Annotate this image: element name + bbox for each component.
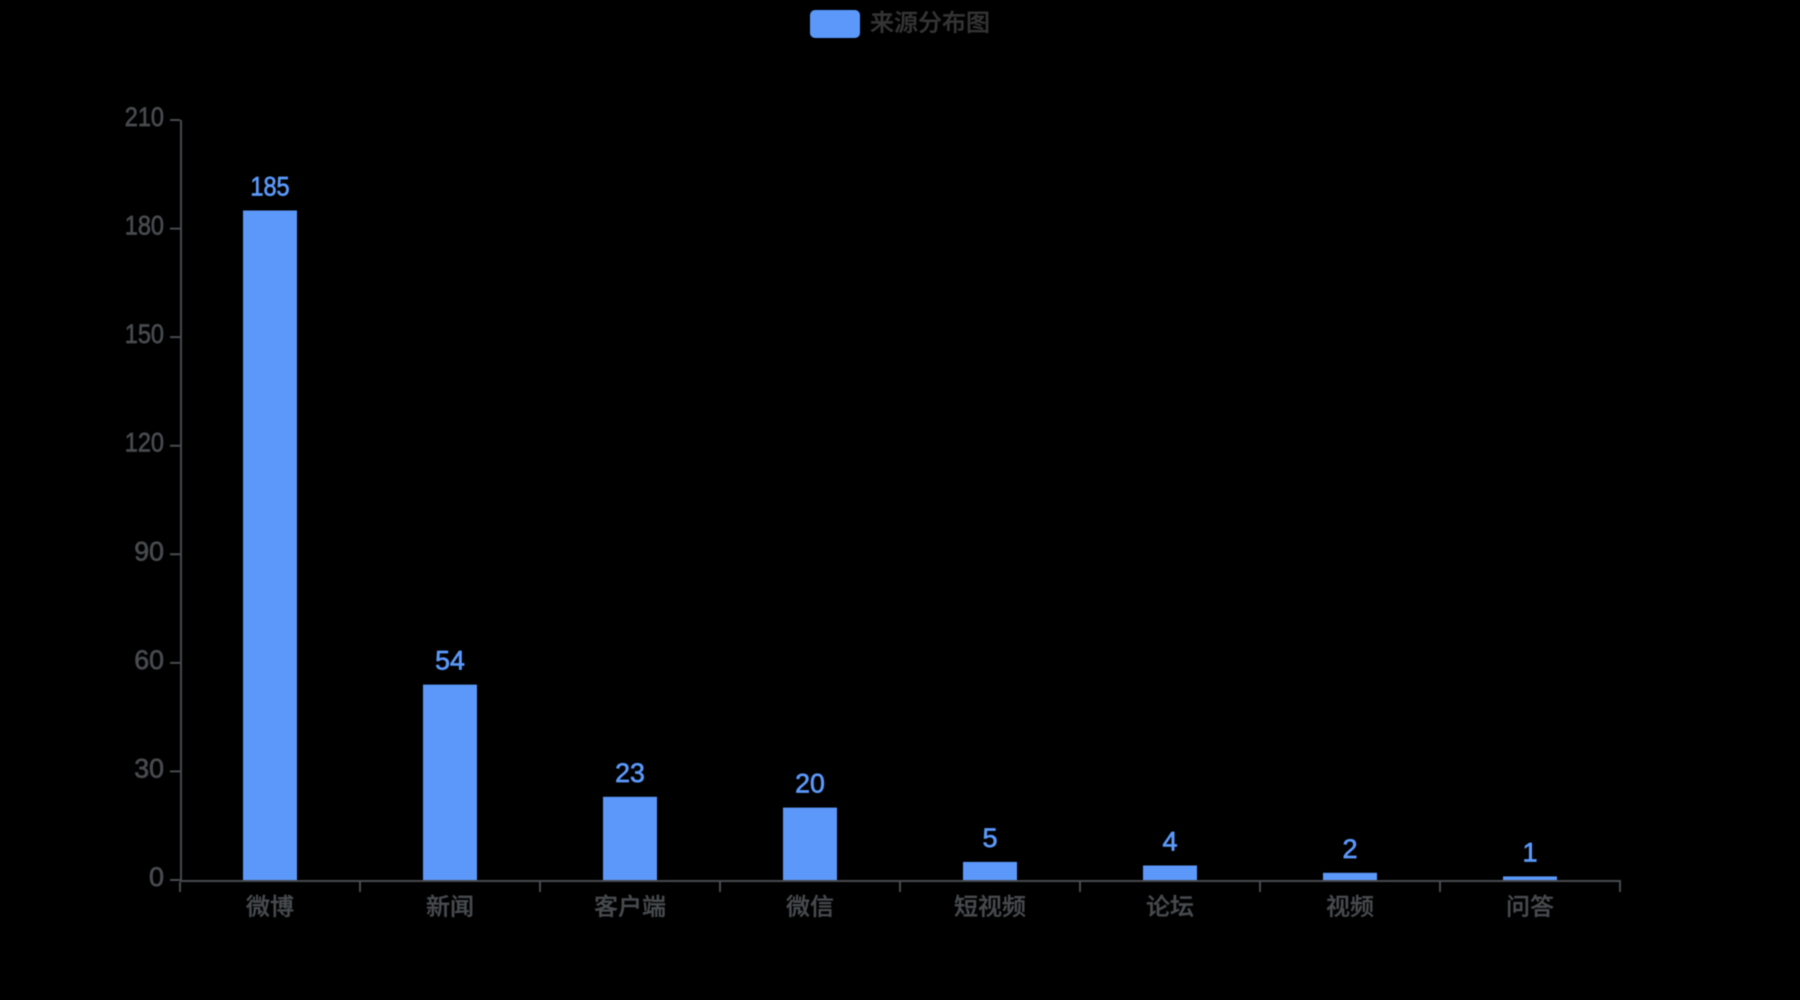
svg-text:1: 1 — [1522, 837, 1537, 867]
svg-text:185: 185 — [250, 172, 289, 202]
svg-text:4: 4 — [1162, 827, 1177, 857]
svg-text:20: 20 — [795, 769, 825, 799]
svg-text:90: 90 — [134, 536, 164, 566]
svg-text:210: 210 — [125, 102, 164, 132]
svg-text:0: 0 — [149, 862, 164, 892]
svg-text:120: 120 — [125, 428, 164, 458]
svg-text:54: 54 — [435, 646, 465, 676]
svg-text:30: 30 — [134, 753, 164, 783]
svg-text:60: 60 — [134, 645, 164, 675]
svg-text:180: 180 — [125, 211, 164, 241]
svg-text:5: 5 — [982, 823, 997, 853]
svg-text:2: 2 — [1342, 834, 1357, 864]
svg-text:23: 23 — [615, 758, 645, 788]
svg-text:150: 150 — [125, 319, 164, 349]
